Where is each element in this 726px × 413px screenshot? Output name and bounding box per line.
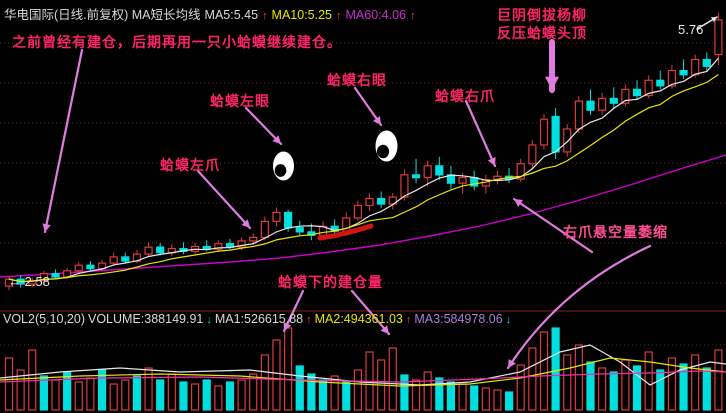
volume-header: VOL2(5,10,20) VOLUME:388149.91 ↓ MA1:526… [3,312,514,326]
volume-ma1-up-arrow-icon: ↑ [306,314,312,326]
volume-ma1-value: MA1:526615.88 [214,312,304,326]
chart-header: 华电国际(日线.前复权) MA短长均线 MA5:5.45 ↑ MA10:5.25… [4,4,419,23]
annotation-top-note: 之前曾经有建仓，后期再用一只小蛤蟆继续建仓。 [12,34,342,50]
ma5-up-arrow-icon: ↑ [262,10,268,22]
volume-indicator-label: VOL2(5,10,20) [3,312,85,326]
annotation-claw-volume: 右爪悬空量萎缩 [563,224,668,240]
annotation-build-volume: 蛤蟆下的建仓量 [278,274,383,290]
volume-ma2-up-arrow-icon: ↑ [405,314,412,326]
annotation-right-eye: 蛤蟆右眼 [327,72,387,88]
volume-ma2-value: MA2:494361.03 [314,312,403,326]
volume-ma3-down-arrow-icon: ↓ [505,314,512,326]
ma5-value: MA5:5.45 [204,8,259,22]
chart-title: 华电国际(日线.前复权) MA短长均线 [4,8,201,22]
ma10-value: MA10:5.25 [271,8,333,22]
annotation-right-claw: 蛤蟆右爪 [435,88,495,104]
price-high-label: 5.76 [678,22,704,37]
volume-ma3-value: MA3:584978.06 [414,312,503,326]
price-low-label: ← 2.58 [8,274,50,289]
volume-down-arrow-icon: ↓ [206,314,212,326]
volume-value: VOLUME:388149.91 [88,312,204,326]
annotation-left-eye: 蛤蟆左眼 [210,93,270,109]
annotation-left-claw: 蛤蟆左爪 [160,157,220,173]
ma60-up-arrow-icon: ↑ [409,10,416,22]
toad-mouth-stroke [317,223,374,241]
ma10-up-arrow-icon: ↑ [336,10,342,22]
ma60-value: MA60:4.06 [345,8,406,22]
annotation-head-line2: 反压蛤蟆头顶 [497,25,587,41]
annotation-head-line1: 巨阴倒拔杨柳 [497,7,587,23]
